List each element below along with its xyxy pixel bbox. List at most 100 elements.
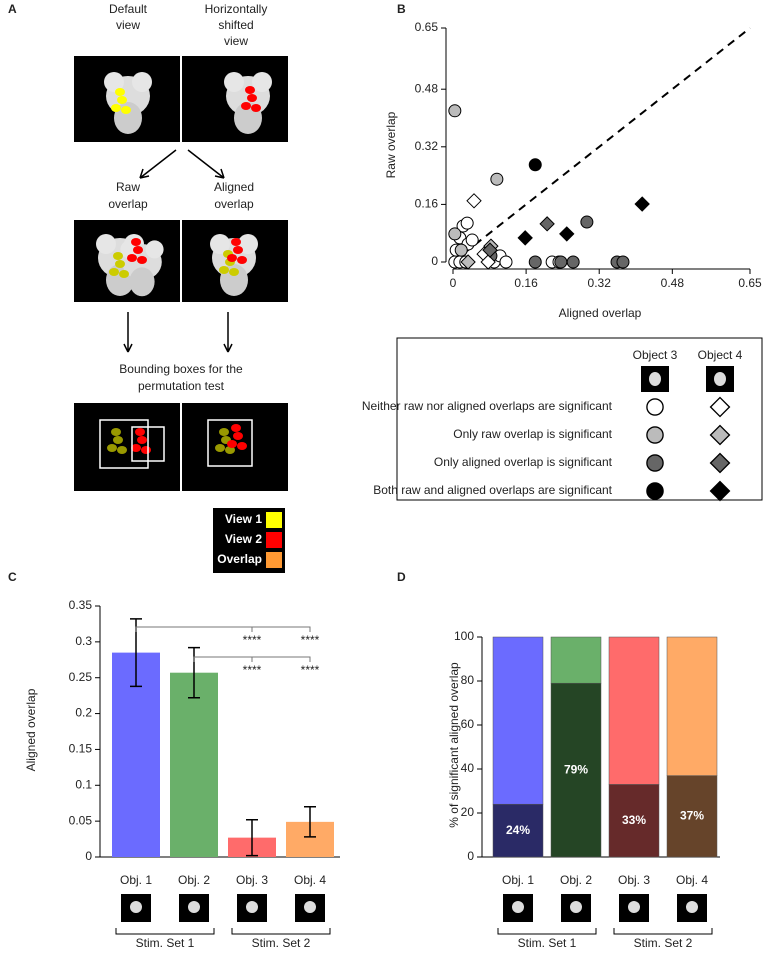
group-label: Stim. Set 1 — [136, 936, 195, 950]
object-render — [132, 72, 152, 92]
object-render — [104, 72, 124, 92]
x-tick-label: Obj. 1 — [120, 873, 152, 887]
object-render — [252, 72, 272, 92]
point — [634, 196, 650, 212]
y-tick-label: 0.05 — [69, 813, 93, 827]
object-icon-shape — [188, 901, 200, 913]
patch — [237, 256, 247, 264]
group-bracket — [115, 928, 215, 935]
patch — [227, 440, 237, 448]
point — [460, 216, 474, 230]
point — [465, 233, 479, 247]
group-bracket — [613, 928, 713, 935]
x-tick-label: 0.48 — [661, 276, 685, 290]
y-tick-label: 20 — [461, 805, 475, 819]
y-tick-label: 0.16 — [415, 197, 439, 211]
y-tick-label: 80 — [461, 673, 475, 687]
patch — [215, 444, 225, 452]
y-tick-label: 0 — [431, 254, 438, 268]
x-tick-label: 0.16 — [514, 276, 538, 290]
object-icon-shape — [628, 901, 640, 913]
object-render — [96, 234, 116, 254]
error-bar — [188, 646, 200, 699]
point — [482, 242, 498, 258]
x-tick-label: Obj. 4 — [294, 873, 326, 887]
point — [616, 255, 630, 269]
x-tick-label: 0.65 — [738, 276, 762, 290]
significance-label: **** — [243, 633, 262, 647]
view-title: shifted — [218, 18, 253, 32]
point — [528, 255, 542, 269]
arrow — [123, 312, 233, 353]
point — [566, 255, 580, 269]
point — [448, 227, 462, 241]
patch — [231, 424, 241, 432]
y-tick-label: 0.35 — [69, 598, 93, 612]
object-icon-shape — [570, 901, 582, 913]
y-tick-label: 0.65 — [415, 20, 439, 34]
patch — [229, 268, 239, 276]
value-label: 24% — [506, 823, 530, 837]
legend-label: Both raw and aligned overlaps are signif… — [373, 483, 612, 497]
bbox-title: Bounding boxes for the — [119, 362, 243, 376]
object-icon-shape — [649, 372, 661, 386]
object-render — [145, 240, 164, 259]
y-axis-label: Raw overlap — [384, 111, 398, 178]
bounding-box — [131, 426, 165, 462]
significance-bracket — [135, 626, 253, 632]
y-axis-label: Aligned overlap — [24, 688, 38, 771]
point — [539, 216, 555, 232]
y-tick-label: 40 — [461, 761, 475, 775]
overlap-title: overlap — [108, 197, 148, 211]
value-label: 79% — [564, 762, 588, 776]
legend-marker — [709, 480, 731, 502]
point — [580, 215, 594, 229]
legend-label: Only aligned overlap is significant — [434, 455, 613, 469]
bar-segment — [550, 636, 602, 684]
diagonal — [452, 27, 751, 263]
view-title: Horizontally — [205, 2, 268, 16]
x-axis-label: Aligned overlap — [559, 306, 642, 320]
legend-swatch — [266, 532, 282, 548]
patch — [111, 104, 121, 112]
panel-label: C — [8, 570, 17, 584]
point — [528, 158, 542, 172]
patch — [115, 260, 125, 268]
legend-label: Only raw overlap is significant — [453, 427, 612, 441]
patch — [237, 442, 247, 450]
x-tick-label: Obj. 2 — [560, 873, 592, 887]
object-icon-shape — [686, 901, 698, 913]
x-tick-label: Obj. 3 — [236, 873, 268, 887]
x-tick-label: Obj. 4 — [676, 873, 708, 887]
bar-segment — [608, 784, 660, 858]
patch — [231, 238, 241, 246]
patch — [219, 428, 229, 436]
bar-segment — [666, 636, 718, 776]
patch — [135, 428, 145, 436]
y-tick-label: 0.1 — [75, 777, 92, 791]
y-tick-label: 0.3 — [75, 634, 92, 648]
legend-marker — [646, 398, 664, 416]
bar-segment — [492, 636, 544, 805]
bar — [170, 672, 218, 857]
legend-label: View 1 — [225, 512, 262, 526]
patch — [245, 86, 255, 94]
y-tick-label: 60 — [461, 717, 475, 731]
significance-bracket — [135, 626, 311, 632]
view-title: view — [224, 34, 248, 48]
x-tick-label: Obj. 3 — [618, 873, 650, 887]
overlap-title: overlap — [214, 197, 254, 211]
panel-label: A — [8, 2, 17, 16]
patch — [113, 252, 123, 260]
legend-box — [396, 337, 763, 501]
bar-segment — [608, 636, 660, 785]
y-tick-label: 0 — [85, 849, 92, 863]
significance-label: **** — [301, 633, 320, 647]
object-render — [129, 267, 155, 297]
point — [559, 226, 575, 242]
y-tick-label: 0.25 — [69, 670, 93, 684]
patch — [137, 256, 147, 264]
y-tick-label: 0.32 — [415, 139, 439, 153]
significance-label: **** — [301, 663, 320, 677]
